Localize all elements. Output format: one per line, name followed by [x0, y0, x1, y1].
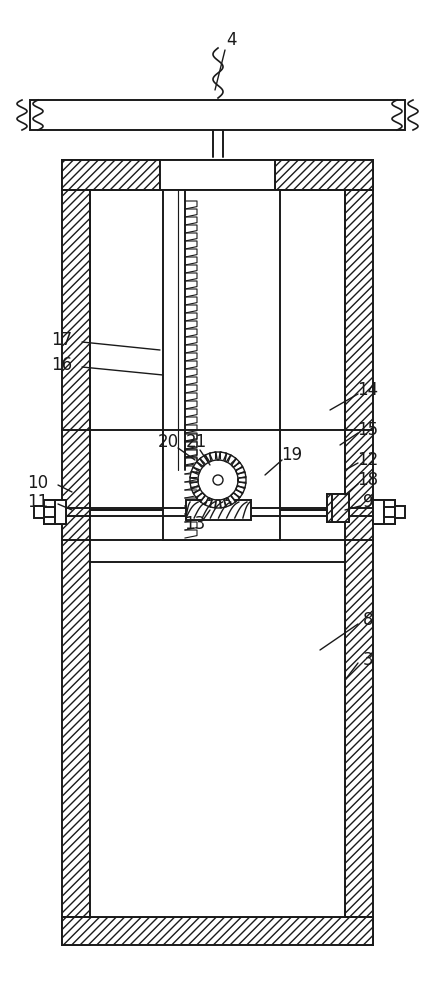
Bar — [34, 506, 44, 518]
Bar — [90, 510, 344, 917]
Bar — [344, 160, 372, 945]
Text: 18: 18 — [357, 471, 378, 489]
Circle shape — [213, 475, 223, 485]
Text: 14: 14 — [357, 381, 378, 399]
Bar — [326, 494, 348, 522]
Bar — [186, 500, 250, 520]
Bar — [163, 430, 279, 540]
Text: 20: 20 — [157, 433, 178, 451]
Text: 8: 8 — [362, 611, 372, 629]
Polygon shape — [190, 452, 245, 508]
Bar — [44, 500, 66, 524]
Bar — [160, 160, 274, 190]
Bar — [274, 160, 372, 190]
Text: 21: 21 — [185, 433, 206, 451]
Bar — [326, 494, 348, 522]
Text: 11: 11 — [27, 493, 49, 511]
Bar — [163, 190, 279, 470]
Text: 3: 3 — [362, 651, 372, 669]
Bar — [90, 510, 344, 917]
Bar — [394, 506, 404, 518]
Text: 15: 15 — [357, 421, 378, 439]
Bar — [383, 500, 394, 524]
Polygon shape — [197, 460, 237, 500]
Bar — [372, 500, 394, 524]
Text: 13: 13 — [184, 515, 205, 533]
Bar — [331, 494, 348, 522]
Bar — [62, 917, 372, 945]
Bar — [44, 500, 55, 524]
Text: 19: 19 — [281, 446, 302, 464]
Text: 9: 9 — [362, 493, 372, 511]
Text: 4: 4 — [226, 31, 237, 49]
Bar — [62, 160, 160, 190]
Bar — [62, 160, 90, 945]
Text: 16: 16 — [51, 356, 72, 374]
Bar — [55, 500, 66, 524]
Text: 17: 17 — [51, 331, 72, 349]
Bar — [90, 540, 344, 562]
Bar — [372, 500, 383, 524]
Bar — [30, 100, 404, 130]
Text: 12: 12 — [357, 451, 378, 469]
Text: 10: 10 — [27, 474, 49, 492]
